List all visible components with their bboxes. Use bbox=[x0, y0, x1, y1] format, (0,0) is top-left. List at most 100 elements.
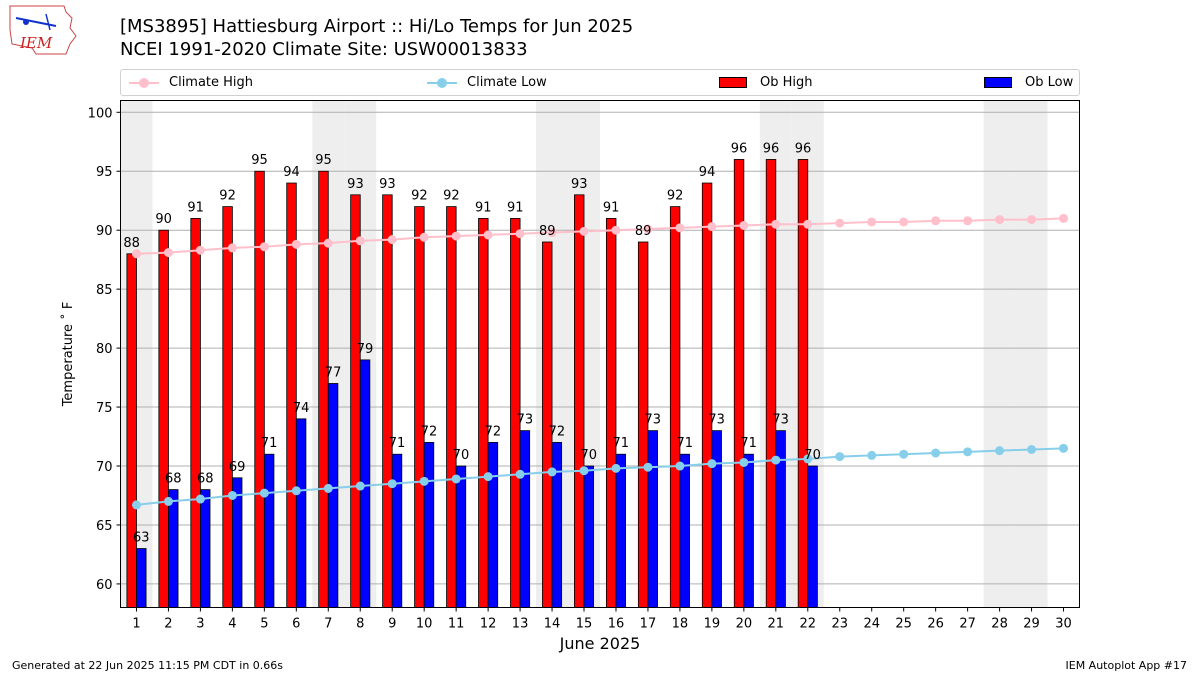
weekend-shade bbox=[983, 100, 1016, 608]
climate-low-point bbox=[1027, 445, 1037, 455]
ob-low-label: 63 bbox=[133, 531, 150, 546]
ob-high-label: 92 bbox=[443, 189, 460, 204]
ob-high-bar bbox=[382, 194, 393, 608]
x-tick-label: 6 bbox=[292, 617, 300, 632]
ob-high-label: 94 bbox=[283, 165, 300, 180]
climate-high-point bbox=[515, 229, 525, 239]
climate-high-point bbox=[1059, 213, 1069, 223]
x-tick-label: 25 bbox=[895, 617, 912, 632]
x-tick-label: 2 bbox=[164, 617, 172, 632]
climate-low-point bbox=[643, 462, 653, 472]
ob-high-label: 90 bbox=[155, 212, 172, 227]
ob-low-label: 73 bbox=[644, 413, 661, 428]
x-tick-label: 29 bbox=[1023, 617, 1040, 632]
climate-low-point bbox=[195, 494, 205, 504]
climate-high-point bbox=[323, 238, 333, 248]
climate-high-point bbox=[547, 228, 557, 238]
ob-high-bar bbox=[701, 182, 713, 608]
y-tick-label: 70 bbox=[96, 460, 113, 475]
x-tick-label: 30 bbox=[1055, 617, 1072, 632]
x-tick-label: 20 bbox=[736, 617, 753, 632]
ob-low-bar bbox=[519, 430, 531, 608]
climate-high-point bbox=[387, 235, 397, 245]
x-tick-label: 23 bbox=[831, 617, 848, 632]
x-tick-label: 7 bbox=[324, 617, 332, 632]
ob-low-label: 72 bbox=[421, 424, 438, 439]
x-axis-label: June 2025 bbox=[559, 634, 641, 653]
climate-high-point bbox=[1027, 215, 1037, 225]
ob-low-label: 71 bbox=[613, 436, 630, 451]
climate-high-point bbox=[611, 225, 621, 235]
ob-low-label: 73 bbox=[708, 413, 725, 428]
climate-low-point bbox=[547, 467, 557, 477]
x-tick-label: 11 bbox=[448, 617, 465, 632]
ob-low-label: 70 bbox=[581, 448, 598, 463]
climate-high-point bbox=[707, 222, 717, 232]
ob-high-bar bbox=[446, 206, 457, 608]
ob-low-bar bbox=[807, 465, 818, 608]
legend-item-ob-low: Ob Low bbox=[984, 70, 1073, 95]
climate-high-swatch bbox=[129, 77, 159, 89]
ob-low-label: 71 bbox=[389, 436, 406, 451]
ob-high-label: 92 bbox=[219, 189, 236, 204]
ob-high-label: 95 bbox=[315, 153, 332, 168]
climate-low-point bbox=[739, 457, 749, 467]
chart-legend: Climate High Climate Low Ob High Ob Low bbox=[120, 69, 1080, 96]
climate-low-point bbox=[771, 455, 781, 465]
x-tick-label: 21 bbox=[768, 617, 785, 632]
ob-high-label: 92 bbox=[411, 189, 428, 204]
ob-high-bar bbox=[669, 206, 681, 608]
ob-high-label: 91 bbox=[507, 200, 524, 215]
ob-high-label: 92 bbox=[667, 189, 684, 204]
climate-high-point bbox=[483, 230, 493, 240]
ob-high-bar bbox=[190, 218, 201, 608]
chart-title: [MS3895] Hattiesburg Airport :: Hi/Lo Te… bbox=[120, 16, 634, 37]
ob-low-bar bbox=[487, 442, 499, 608]
ob-low-bar bbox=[295, 418, 307, 608]
ob-low-bar bbox=[136, 548, 147, 608]
ob-low-bar bbox=[423, 442, 435, 608]
ob-low-label: 73 bbox=[772, 413, 789, 428]
ob-low-bar bbox=[679, 453, 690, 608]
climate-high-point bbox=[643, 224, 653, 234]
climate-low-point bbox=[803, 454, 813, 464]
climate-low-point bbox=[451, 474, 461, 484]
x-tick-label: 27 bbox=[959, 617, 976, 632]
y-tick-label: 65 bbox=[96, 519, 113, 534]
climate-low-point bbox=[931, 448, 941, 458]
x-tick-label: 5 bbox=[260, 617, 268, 632]
x-tick-label: 16 bbox=[608, 617, 625, 632]
x-tick-label: 10 bbox=[416, 617, 433, 632]
y-tick-label: 75 bbox=[96, 401, 113, 416]
ob-low-label: 68 bbox=[197, 472, 214, 487]
climate-high-point bbox=[291, 239, 301, 249]
x-tick-label: 12 bbox=[480, 617, 497, 632]
ob-high-label: 96 bbox=[795, 141, 812, 156]
iem-logo: IEM bbox=[9, 5, 77, 55]
ob-low-label: 70 bbox=[804, 448, 821, 463]
legend-item-climate-low: Climate Low bbox=[427, 70, 547, 95]
ob-high-label: 91 bbox=[603, 200, 620, 215]
ob-high-bar bbox=[574, 194, 585, 608]
x-tick-label: 18 bbox=[672, 617, 689, 632]
ob-low-label: 68 bbox=[165, 472, 182, 487]
ob-low-label: 69 bbox=[229, 460, 246, 475]
climate-high-point bbox=[163, 248, 173, 258]
ob-low-label: 72 bbox=[485, 424, 502, 439]
climate-low-point bbox=[387, 479, 397, 489]
ob-low-bar bbox=[551, 442, 563, 608]
climate-high-point bbox=[419, 232, 429, 242]
climate-low-point bbox=[835, 452, 845, 462]
ob-low-label: 74 bbox=[293, 401, 310, 416]
app-credit: IEM Autoplot App #17 bbox=[1065, 659, 1188, 672]
legend-item-ob-high: Ob High bbox=[719, 70, 813, 95]
ob-high-label: 94 bbox=[699, 165, 716, 180]
ob-high-bar bbox=[478, 218, 489, 608]
climate-high-line bbox=[136, 217, 1064, 255]
ob-high-bar bbox=[605, 218, 617, 608]
x-tick-label: 13 bbox=[512, 617, 529, 632]
x-tick-label: 3 bbox=[196, 617, 204, 632]
ob-high-swatch bbox=[719, 77, 747, 88]
ob-low-bar bbox=[743, 453, 754, 608]
x-tick-label: 24 bbox=[863, 617, 880, 632]
